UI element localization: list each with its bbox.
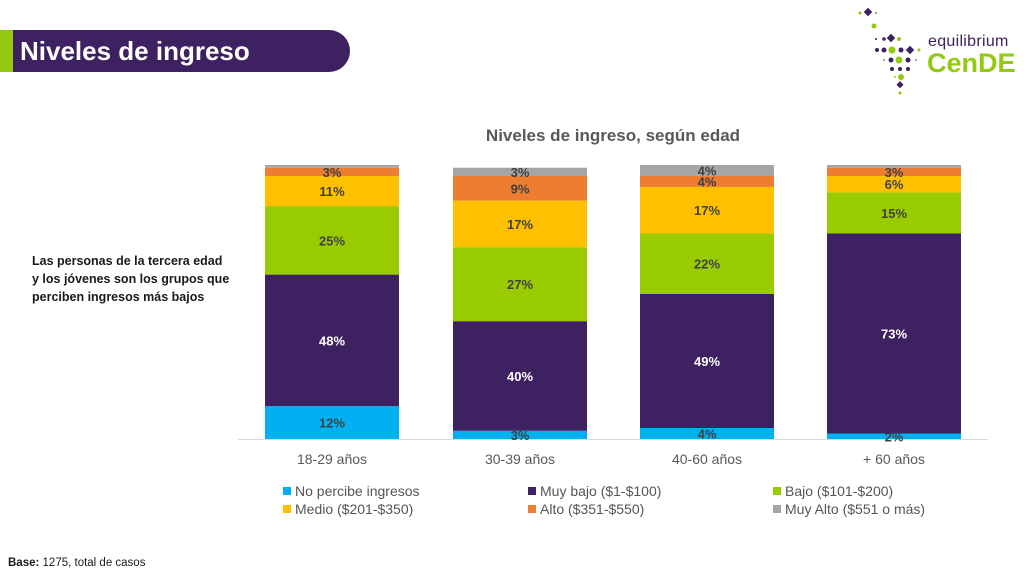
bar-segment bbox=[265, 206, 399, 275]
footer-label: Base: bbox=[8, 557, 40, 569]
legend-item: Muy bajo ($1-$100) bbox=[528, 483, 661, 499]
data-label: 49% bbox=[694, 354, 720, 369]
bar-segment bbox=[453, 200, 587, 248]
bar-segment bbox=[827, 175, 961, 193]
legend-item: Bajo ($101-$200) bbox=[773, 483, 893, 499]
data-label: 3% bbox=[511, 428, 530, 443]
data-label: 17% bbox=[694, 203, 720, 218]
data-label: 40% bbox=[507, 369, 533, 384]
data-label: 25% bbox=[319, 233, 345, 248]
x-tick-label: 18-29 años bbox=[297, 451, 367, 467]
bar-segment bbox=[640, 165, 774, 176]
bar-segment bbox=[453, 321, 587, 431]
bar-segment bbox=[640, 186, 774, 234]
bar-segment bbox=[265, 165, 399, 168]
data-label: 3% bbox=[511, 165, 530, 180]
x-tick-label: 40-60 años bbox=[672, 451, 742, 467]
bar-segment bbox=[265, 175, 399, 207]
bar-segment bbox=[640, 293, 774, 429]
data-label: 4% bbox=[698, 163, 717, 178]
bar-segment bbox=[827, 192, 961, 234]
legend-item: Alto ($351-$550) bbox=[528, 501, 644, 517]
logo-dots-icon bbox=[858, 7, 921, 95]
bar-segment bbox=[827, 165, 961, 168]
x-tick-label: 30-39 años bbox=[485, 451, 555, 467]
legend-item: Medio ($201-$350) bbox=[283, 501, 413, 517]
bar-segment bbox=[827, 433, 961, 439]
legend-label: Bajo ($101-$200) bbox=[785, 483, 894, 499]
bar-segment bbox=[640, 428, 774, 439]
data-label: 4% bbox=[698, 427, 717, 442]
legend-swatch-icon bbox=[283, 505, 291, 513]
footer-text: 1275, total de casos bbox=[39, 557, 146, 569]
data-label: 17% bbox=[507, 217, 533, 232]
x-tick-label: + 60 años bbox=[863, 451, 925, 467]
legend-label: No percibe ingresos bbox=[295, 483, 420, 499]
data-label: 6% bbox=[885, 177, 904, 192]
legend-label: Medio ($201-$350) bbox=[295, 501, 414, 517]
legend-label: Muy bajo ($1-$100) bbox=[540, 483, 662, 499]
legend-swatch-icon bbox=[773, 505, 781, 513]
data-label: 48% bbox=[319, 333, 345, 348]
legend-swatch-icon bbox=[528, 487, 536, 495]
side-note: Las personas de la tercera edad y los jó… bbox=[32, 254, 230, 304]
page-title: Niveles de ingreso bbox=[20, 36, 250, 66]
data-label: 73% bbox=[881, 327, 907, 342]
data-label: 3% bbox=[323, 165, 342, 180]
bar-segment bbox=[453, 175, 587, 201]
bar-segment bbox=[265, 167, 399, 176]
bar-segment bbox=[265, 406, 399, 439]
logo-text-equilibrium: equilibrium bbox=[928, 33, 1009, 50]
data-label: 11% bbox=[319, 184, 345, 199]
legend-item: Muy Alto ($551 o más) bbox=[773, 501, 925, 517]
data-label: 3% bbox=[885, 165, 904, 180]
legend-swatch-icon bbox=[283, 487, 291, 495]
data-label: 27% bbox=[507, 277, 533, 292]
legend-swatch-icon bbox=[773, 487, 781, 495]
data-label: 9% bbox=[511, 181, 530, 196]
legend-item: No percibe ingresos bbox=[283, 483, 420, 499]
legend-label: Alto ($351-$550) bbox=[540, 501, 645, 517]
footer-base-note: Base: 1275, total de casos bbox=[8, 557, 145, 569]
bar-segment bbox=[640, 175, 774, 187]
bar-segment bbox=[827, 167, 961, 176]
chart-title: Niveles de ingreso, según edad bbox=[486, 126, 740, 145]
data-label: 4% bbox=[698, 174, 717, 189]
legend-swatch-icon bbox=[528, 505, 536, 513]
bar-segment bbox=[265, 274, 399, 407]
bar-segment bbox=[827, 233, 961, 434]
bar-segment bbox=[453, 167, 587, 176]
bar-segment bbox=[453, 247, 587, 322]
bar-segment bbox=[453, 430, 587, 439]
data-label: 12% bbox=[319, 416, 345, 431]
logo-text-cende: CenDE bbox=[927, 48, 1016, 78]
data-label: 22% bbox=[694, 257, 720, 272]
title-banner bbox=[0, 30, 350, 72]
legend-label: Muy Alto ($551 o más) bbox=[785, 501, 926, 517]
data-label: 15% bbox=[881, 206, 907, 221]
title-accent-stripe bbox=[0, 30, 13, 72]
bar-segment bbox=[640, 233, 774, 294]
